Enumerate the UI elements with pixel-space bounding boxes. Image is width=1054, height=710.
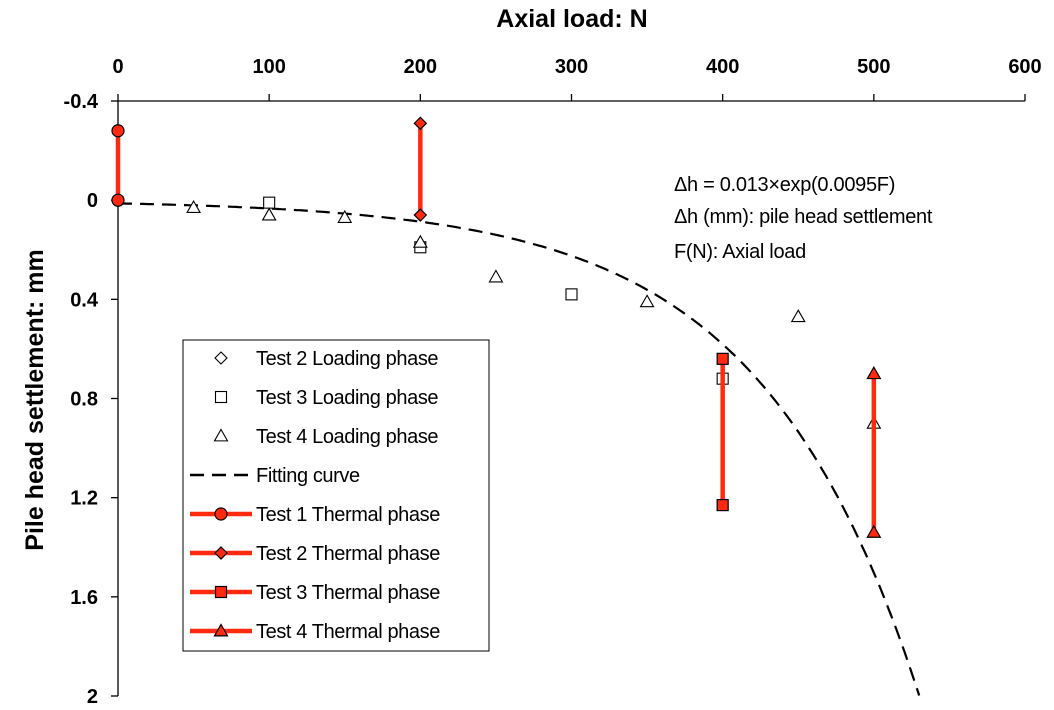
y-tick-label: 2 — [87, 686, 98, 708]
test-1-thermal-phase-point — [111, 124, 125, 138]
y-tick-label: 0.4 — [70, 289, 99, 311]
legend-swatch-marker — [214, 546, 228, 560]
y-tick-labels: -0.4 0 0.4 0.8 1.2 1.6 2 — [64, 91, 99, 708]
fitting-curve — [117, 202, 921, 696]
legend-label: Test 3 Loading phase — [256, 387, 438, 409]
x-tick-label: 300 — [555, 56, 588, 78]
test-2-thermal-phase-point — [413, 116, 428, 131]
legend-label: Fitting curve — [256, 465, 360, 487]
x-tick-label: 400 — [706, 56, 739, 78]
test-4-thermal-phase-point — [866, 524, 882, 538]
y-tick-label: 1.6 — [70, 587, 98, 609]
legend-swatch-marker — [214, 585, 228, 599]
x-tick-label: 500 — [857, 56, 890, 78]
y-tick-label: 0 — [87, 190, 98, 212]
x-tick-label: 100 — [252, 56, 285, 78]
legend: Test 2 Loading phase Test 3 Loading phase… — [182, 339, 490, 652]
test-4-thermal-phase-point — [866, 365, 882, 380]
test-3-loading-phase-point — [263, 196, 276, 209]
fitting-curve-layer — [117, 202, 921, 696]
test-3-thermal-phase-point — [716, 352, 729, 365]
y-tick-label: 0.8 — [70, 389, 98, 411]
test-3-loading-phase-point — [565, 288, 578, 301]
x-tick-label: 600 — [1008, 56, 1041, 78]
x-axis-title: Axial load: N — [496, 5, 647, 33]
annotation-line-1: Δh = 0.013×exp(0.0095F) — [674, 174, 895, 196]
legend-label: Test 3 Thermal phase — [256, 582, 440, 604]
test-4-loading-phase-point — [261, 207, 277, 221]
annotation-line-2: Δh (mm): pile head settlement — [674, 206, 933, 228]
legend-label: Test 4 Loading phase — [256, 426, 438, 448]
legend-swatch-marker — [213, 428, 229, 442]
test-1-thermal-phase-point — [111, 193, 125, 207]
test-4-loading-phase-point — [790, 309, 806, 323]
legend-label: Test 1 Thermal phase — [256, 504, 440, 526]
test-2-thermal-phase-point — [413, 208, 428, 222]
legend-swatch-marker — [214, 390, 228, 404]
legend-label: Test 4 Thermal phase — [256, 621, 440, 643]
legend-swatch-marker — [214, 507, 228, 521]
equation-annotation: Δh = 0.013×exp(0.0095F) Δh (mm): pile hea… — [674, 174, 933, 263]
legend-label: Test 2 Loading phase — [256, 348, 438, 370]
test-4-loading-phase-point — [488, 269, 504, 283]
test-4-loading-phase-point — [639, 294, 655, 308]
legend-box — [182, 339, 490, 652]
legend-swatch-marker — [213, 623, 229, 637]
test-3-thermal-phase-point — [716, 499, 729, 512]
annotation-line-3: F(N): Axial load — [674, 241, 806, 263]
y-tick-label: -0.4 — [64, 91, 99, 113]
x-tick-label: 0 — [112, 56, 123, 78]
y-axis-title: Pile head settlement: mm — [21, 249, 49, 550]
x-tick-label: 200 — [404, 56, 437, 78]
legend-swatch-marker — [214, 351, 228, 365]
test-4-loading-phase-point — [186, 199, 202, 214]
y-tick-label: 1.2 — [70, 488, 98, 510]
x-tick-labels: 0 100 200 300 400 500 600 — [112, 56, 1041, 78]
test-4-loading-phase-point — [412, 234, 428, 248]
test-4-loading-phase-point — [337, 209, 353, 223]
legend-label: Test 2 Thermal phase — [256, 543, 440, 565]
data-marks — [111, 116, 882, 538]
